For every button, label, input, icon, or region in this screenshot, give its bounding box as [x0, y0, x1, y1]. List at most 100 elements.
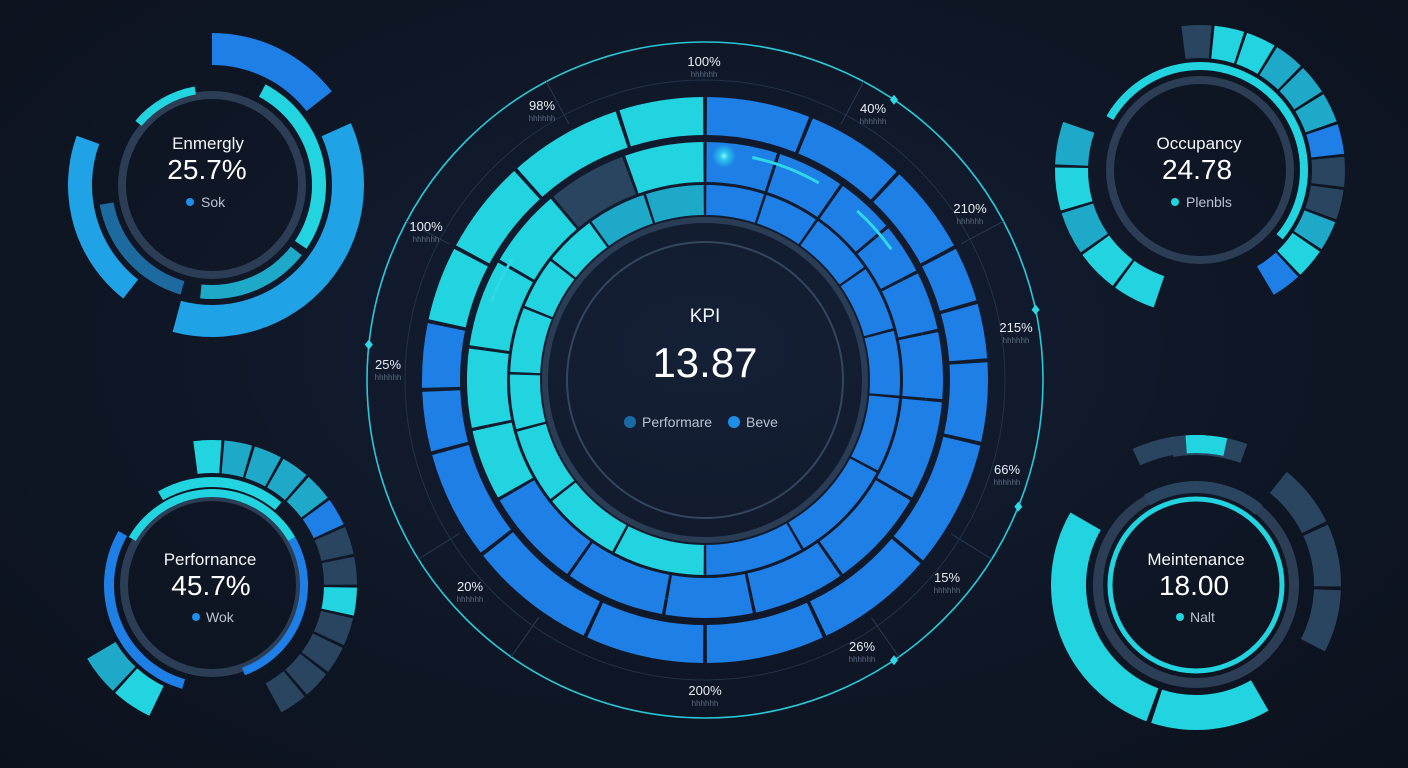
ring-segment: [472, 422, 533, 498]
ring-segment: [1082, 235, 1133, 286]
ring-segment: [285, 653, 327, 695]
ring-segment: [99, 202, 185, 295]
ring-segment: [115, 668, 164, 716]
ring-marker-icon: [890, 94, 899, 105]
ring-segment: [864, 330, 900, 396]
accent-arc: [751, 156, 820, 185]
scale-label: 26%: [849, 639, 875, 654]
gauge-occupancy: Occupancy 24.78 Plenbls: [1156, 134, 1242, 210]
ring-segment: [193, 440, 222, 474]
spoke-line: [418, 533, 460, 560]
ring-segment: [757, 194, 816, 245]
ring-segment: [706, 602, 823, 663]
gauge-title: Perfornance: [164, 550, 257, 569]
gauge-legend: Sok: [201, 194, 226, 210]
ring-segment: [1051, 512, 1159, 722]
ring-segment: [313, 610, 354, 646]
ring-segment: [1293, 210, 1336, 250]
ring-segment: [747, 542, 841, 613]
scale-label: 40%: [860, 101, 886, 116]
spoke-line: [406, 220, 450, 245]
ring-segment: [67, 135, 139, 299]
scale-sublabel: hhhhhh: [375, 373, 402, 382]
ring-segment: [591, 194, 653, 246]
ring-segment: [893, 436, 981, 561]
ring-segment: [422, 390, 468, 452]
scale-sublabel: hhhhhh: [1003, 336, 1030, 345]
gauge-value: 45.7%: [171, 570, 250, 601]
ring-segment: [1236, 32, 1275, 74]
kpi-legend-item-2: Beve: [746, 414, 778, 430]
ring-segment: [1106, 61, 1200, 120]
ring-segment: [1303, 524, 1341, 587]
ring-segment: [587, 602, 704, 663]
scale-label: 100%: [687, 54, 721, 69]
ring-segment: [467, 348, 512, 428]
ring-marker-icon: [1031, 304, 1040, 315]
scale-sublabel: hhhhhh: [957, 217, 984, 226]
ring-segment: [483, 532, 600, 636]
scale-sublabel: hhhhhh: [691, 70, 718, 79]
ring-segment: [819, 185, 887, 252]
scale-label: 210%: [953, 201, 987, 216]
spoke-line: [870, 617, 900, 658]
ring-segment: [1279, 67, 1322, 110]
inner-track-line: [566, 241, 844, 519]
ring-segment: [1055, 121, 1095, 166]
ring-segment: [314, 527, 354, 561]
outer-ring-line: [366, 41, 1044, 719]
ring-segment: [1295, 94, 1337, 133]
scale-label: 215%: [999, 320, 1033, 335]
ring-segment: [767, 154, 841, 218]
gauge-maintenance: Meintenance 18.00 Nalt: [1147, 550, 1244, 625]
ring-segment: [172, 123, 364, 338]
ring-marker-icon: [890, 655, 899, 666]
gauge-ring-line: [1107, 496, 1285, 674]
ring-segment: [1300, 589, 1341, 652]
ring-segment: [242, 537, 308, 676]
ring-segment: [128, 489, 296, 541]
scale-label: 100%: [409, 219, 443, 234]
scale-sublabel: hhhhhh: [692, 699, 719, 708]
gauge-title: Meintenance: [1147, 550, 1244, 569]
legend-dot-icon: [1176, 613, 1184, 621]
gauge-value: 18.00: [1159, 570, 1229, 601]
ring-segment: [103, 531, 185, 689]
gauge-legend: Wok: [206, 609, 235, 625]
ring-segment: [665, 573, 753, 619]
ring-segment: [553, 156, 636, 228]
ring-segment: [819, 480, 911, 575]
ring-segment: [200, 246, 302, 299]
kpi-label: KPI: [690, 306, 721, 327]
ring-segment: [301, 633, 343, 672]
ring-segment: [873, 174, 954, 264]
spoke-line: [545, 81, 570, 125]
ring-segment: [135, 86, 197, 126]
ring-segment: [1257, 252, 1299, 295]
ring-segment: [428, 248, 488, 328]
scale-sublabel: hhhhhh: [849, 655, 876, 664]
spoke-line: [950, 533, 992, 560]
spoke-line: [510, 617, 540, 658]
kpi-value: 13.87: [652, 339, 757, 386]
ring-segment: [286, 476, 328, 518]
accent-arc: [856, 209, 893, 251]
ring-segment: [1269, 471, 1327, 534]
ring-segment: [422, 323, 466, 388]
scale-label: 66%: [994, 462, 1020, 477]
ring-segment: [1151, 680, 1269, 730]
ring-segment: [87, 642, 136, 691]
legend-dot-icon: [728, 416, 740, 428]
ring-segment: [840, 269, 893, 337]
ring-segment: [1311, 156, 1346, 188]
ring-segment: [552, 223, 608, 278]
gauge-track-line: [118, 91, 306, 279]
ring-segment: [456, 171, 540, 264]
ring-segment: [517, 111, 628, 197]
legend-dot-icon: [624, 416, 636, 428]
gauge-rings: [67, 24, 1346, 730]
ring-segment: [499, 198, 577, 280]
legend-dot-icon: [186, 198, 194, 206]
ring-segment: [265, 671, 305, 713]
